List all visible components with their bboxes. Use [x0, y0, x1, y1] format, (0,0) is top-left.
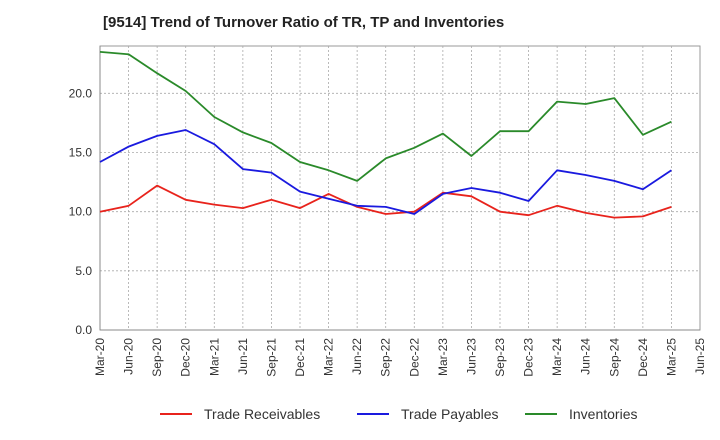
x-tick-label: Dec-22	[407, 338, 421, 377]
series-line-trade-payables	[99, 129, 672, 215]
y-tick-label: 0.0	[75, 323, 92, 337]
x-tick-label: Dec-21	[293, 338, 307, 377]
x-tick-label: Dec-20	[179, 338, 193, 377]
x-tick-label: Jun-23	[464, 338, 478, 375]
series-line-inventories	[99, 51, 672, 182]
x-tick-label: Mar-21	[207, 338, 221, 376]
x-tick-label: Sep-20	[150, 338, 164, 377]
legend-label-trade-receivables: Trade Receivables	[204, 406, 320, 422]
x-tick-label: Mar-25	[664, 338, 678, 376]
x-tick-label: Dec-24	[636, 338, 650, 377]
x-tick-label: Jun-24	[579, 338, 593, 375]
x-tick-label: Jun-25	[693, 338, 707, 375]
x-tick-label: Sep-23	[493, 338, 507, 377]
x-tick-label: Sep-22	[379, 338, 393, 377]
y-tick-label: 5.0	[75, 264, 92, 278]
x-tick-label: Mar-23	[436, 338, 450, 376]
legend-label-trade-payables: Trade Payables	[401, 406, 499, 422]
x-tick-label: Mar-24	[550, 338, 564, 376]
chart-title: [9514] Trend of Turnover Ratio of TR, TP…	[103, 14, 505, 31]
x-tick-label: Mar-22	[322, 338, 336, 376]
y-tick-label: 10.0	[69, 205, 93, 219]
y-tick-label: 15.0	[69, 146, 93, 160]
y-tick-label: 20.0	[69, 86, 93, 100]
plot-area-frame	[99, 45, 701, 331]
x-tick-label: Jun-20	[122, 338, 136, 375]
x-tick-label: Sep-21	[264, 338, 278, 377]
x-tick-label: Dec-23	[522, 338, 536, 377]
x-tick-label: Jun-22	[350, 338, 364, 375]
series-line-trade-receivables	[99, 184, 672, 219]
x-tick-label: Mar-20	[93, 338, 107, 376]
x-tick-label: Sep-24	[607, 338, 621, 377]
x-tick-label: Jun-21	[236, 338, 250, 375]
legend-label-inventories: Inventories	[569, 406, 637, 422]
